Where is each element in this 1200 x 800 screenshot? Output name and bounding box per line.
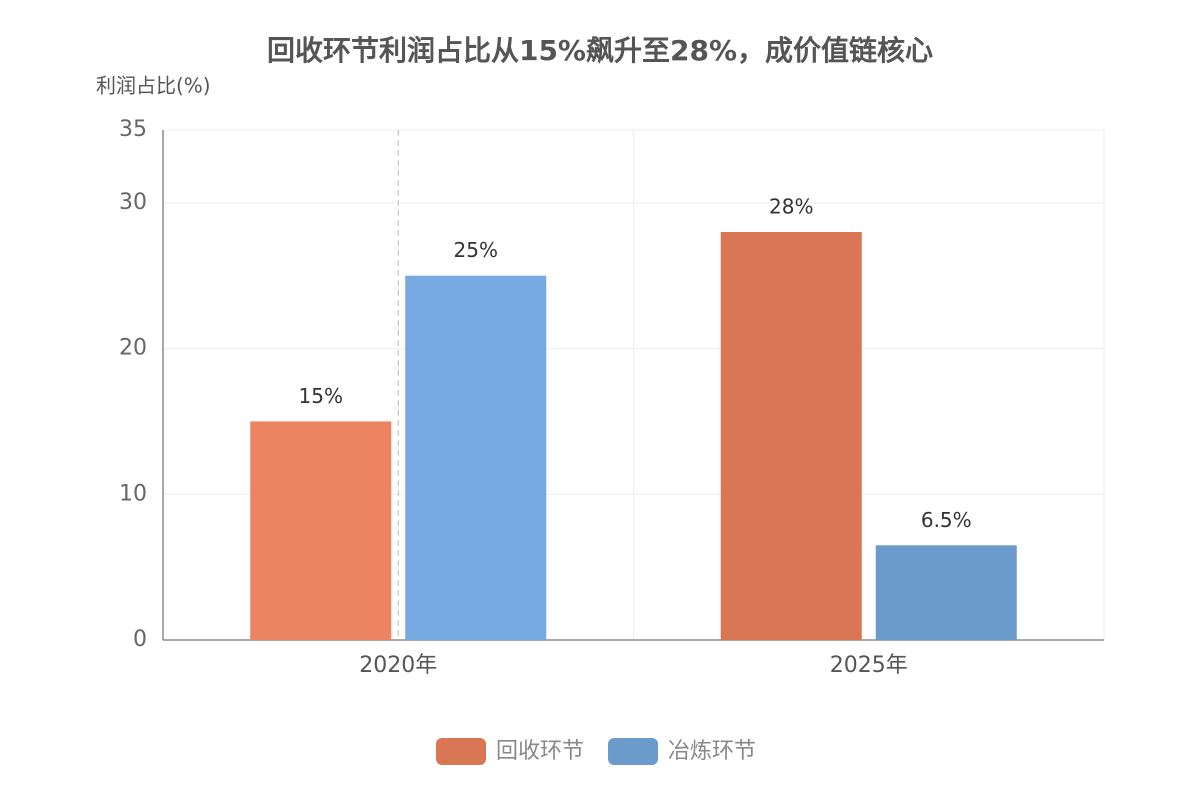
chart-title: 回收环节利润占比从15%飙升至28%，成价值链核心 xyxy=(267,34,933,67)
y-tick-label: 30 xyxy=(119,190,147,215)
x-tick-label: 2025年 xyxy=(830,653,908,678)
bar xyxy=(250,421,392,640)
legend-label: 冶炼环节 xyxy=(668,739,756,764)
legend-swatch xyxy=(608,738,659,765)
value-label: 28% xyxy=(769,195,813,219)
legend-swatch xyxy=(436,738,486,765)
y-tick-label: 35 xyxy=(119,117,147,142)
x-tick-label: 2020年 xyxy=(359,653,437,678)
value-label: 15% xyxy=(299,384,343,408)
value-label: 25% xyxy=(454,238,498,262)
bar xyxy=(405,275,547,640)
y-axis-label: 利润占比(%) xyxy=(96,74,211,98)
bar xyxy=(720,232,862,640)
legend-label: 回收环节 xyxy=(496,739,584,764)
y-tick-label: 0 xyxy=(133,627,147,652)
value-label: 6.5% xyxy=(921,508,972,532)
bar xyxy=(875,545,1017,640)
y-tick-label: 20 xyxy=(119,336,147,361)
y-tick-label: 10 xyxy=(119,481,147,506)
